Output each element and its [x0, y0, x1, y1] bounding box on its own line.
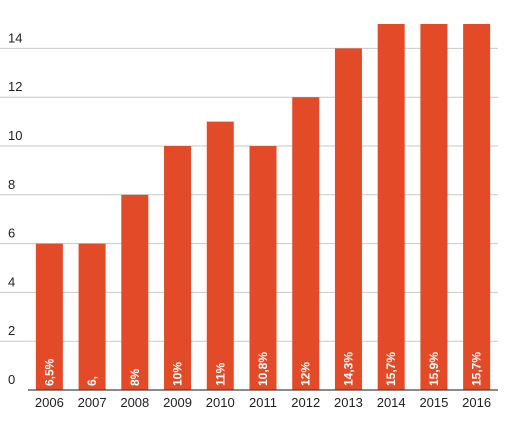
x-tick-label: 2010	[206, 395, 235, 410]
x-tick-label: 2012	[291, 395, 320, 410]
x-tick-label: 2014	[377, 395, 406, 410]
x-tick-label: 2006	[35, 395, 64, 410]
x-tick-label: 2011	[249, 395, 277, 410]
bar-2016	[463, 24, 491, 390]
bar-value-labels: 6,5% 6, 8% 10% 11% 10,8% 12% 14,3% 15,7% 15,9% 15,…	[42, 352, 483, 386]
bar-value-label: 8%	[128, 368, 142, 386]
y-tick-label: 8	[8, 177, 15, 192]
bar-2014	[377, 24, 405, 390]
y-tick-label: 2	[8, 323, 15, 338]
bar-value-label: 6,	[85, 376, 99, 386]
bar-value-label: 15,7%	[384, 352, 398, 386]
y-axis-ticks: 0 2 4 6 8 10 12 14	[8, 30, 22, 387]
y-tick-label: 6	[8, 226, 15, 241]
bars	[35, 24, 491, 391]
x-tick-label: 2009	[163, 395, 192, 410]
bar-2009	[164, 146, 192, 390]
x-tick-label: 2008	[120, 395, 149, 410]
y-tick-label: 14	[8, 30, 22, 45]
bar-2013	[334, 48, 362, 391]
y-tick-label: 0	[8, 372, 15, 387]
bar-value-label: 10%	[171, 362, 185, 386]
bar-value-label: 10,8%	[256, 352, 270, 386]
bar-2008	[121, 194, 149, 390]
x-tick-label: 2016	[462, 395, 491, 410]
bar-value-label: 15,9%	[427, 352, 441, 386]
bar-value-label: 14,3%	[341, 352, 355, 386]
x-tick-label: 2013	[334, 395, 363, 410]
bar-2011	[249, 146, 277, 390]
x-tick-label: 2015	[419, 395, 448, 410]
x-axis-ticks: 2006 2007 2008 2009 2010 2011 2012 2013 2014 2015…	[35, 395, 491, 410]
bar-value-label: 6,5%	[42, 358, 56, 386]
y-tick-label: 10	[8, 128, 22, 143]
x-tick-label: 2007	[78, 395, 107, 410]
bar-value-label: 15,7%	[470, 352, 484, 386]
bar-2012	[292, 97, 320, 390]
bar-2015	[420, 24, 448, 390]
y-tick-label: 4	[8, 274, 15, 289]
bar-value-label: 12%	[299, 362, 313, 386]
y-tick-label: 12	[8, 79, 22, 94]
bar-2007	[78, 243, 106, 390]
bar-2006	[35, 243, 63, 390]
bar-value-label: 11%	[213, 362, 227, 386]
bar-2010	[206, 121, 234, 390]
